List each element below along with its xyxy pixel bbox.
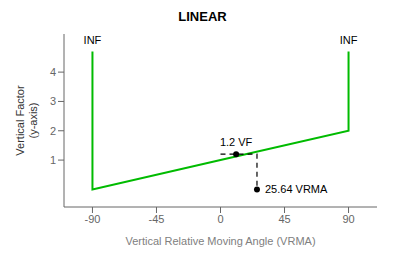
svg-text:INF: INF [84,34,102,46]
svg-text:1: 1 [50,154,56,166]
svg-text:INF: INF [340,34,358,46]
svg-text:4: 4 [50,66,56,78]
svg-text:45: 45 [278,213,290,225]
svg-text:90: 90 [342,213,354,225]
svg-text:Vertical Relative Moving Angle: Vertical Relative Moving Angle (VRMA) [125,235,315,247]
svg-text:Vertical Factor(y-axis): Vertical Factor(y-axis) [14,85,39,156]
svg-text:0: 0 [217,213,223,225]
svg-text:25.64 VRMA: 25.64 VRMA [265,183,328,195]
svg-text:2: 2 [50,125,56,137]
html-text:LINEAR: LINEAR [178,9,227,24]
svg-text:-90: -90 [85,213,101,225]
svg-text:-45: -45 [149,213,165,225]
svg-text:3: 3 [50,95,56,107]
svg-text:1.2 VF: 1.2 VF [220,136,253,148]
